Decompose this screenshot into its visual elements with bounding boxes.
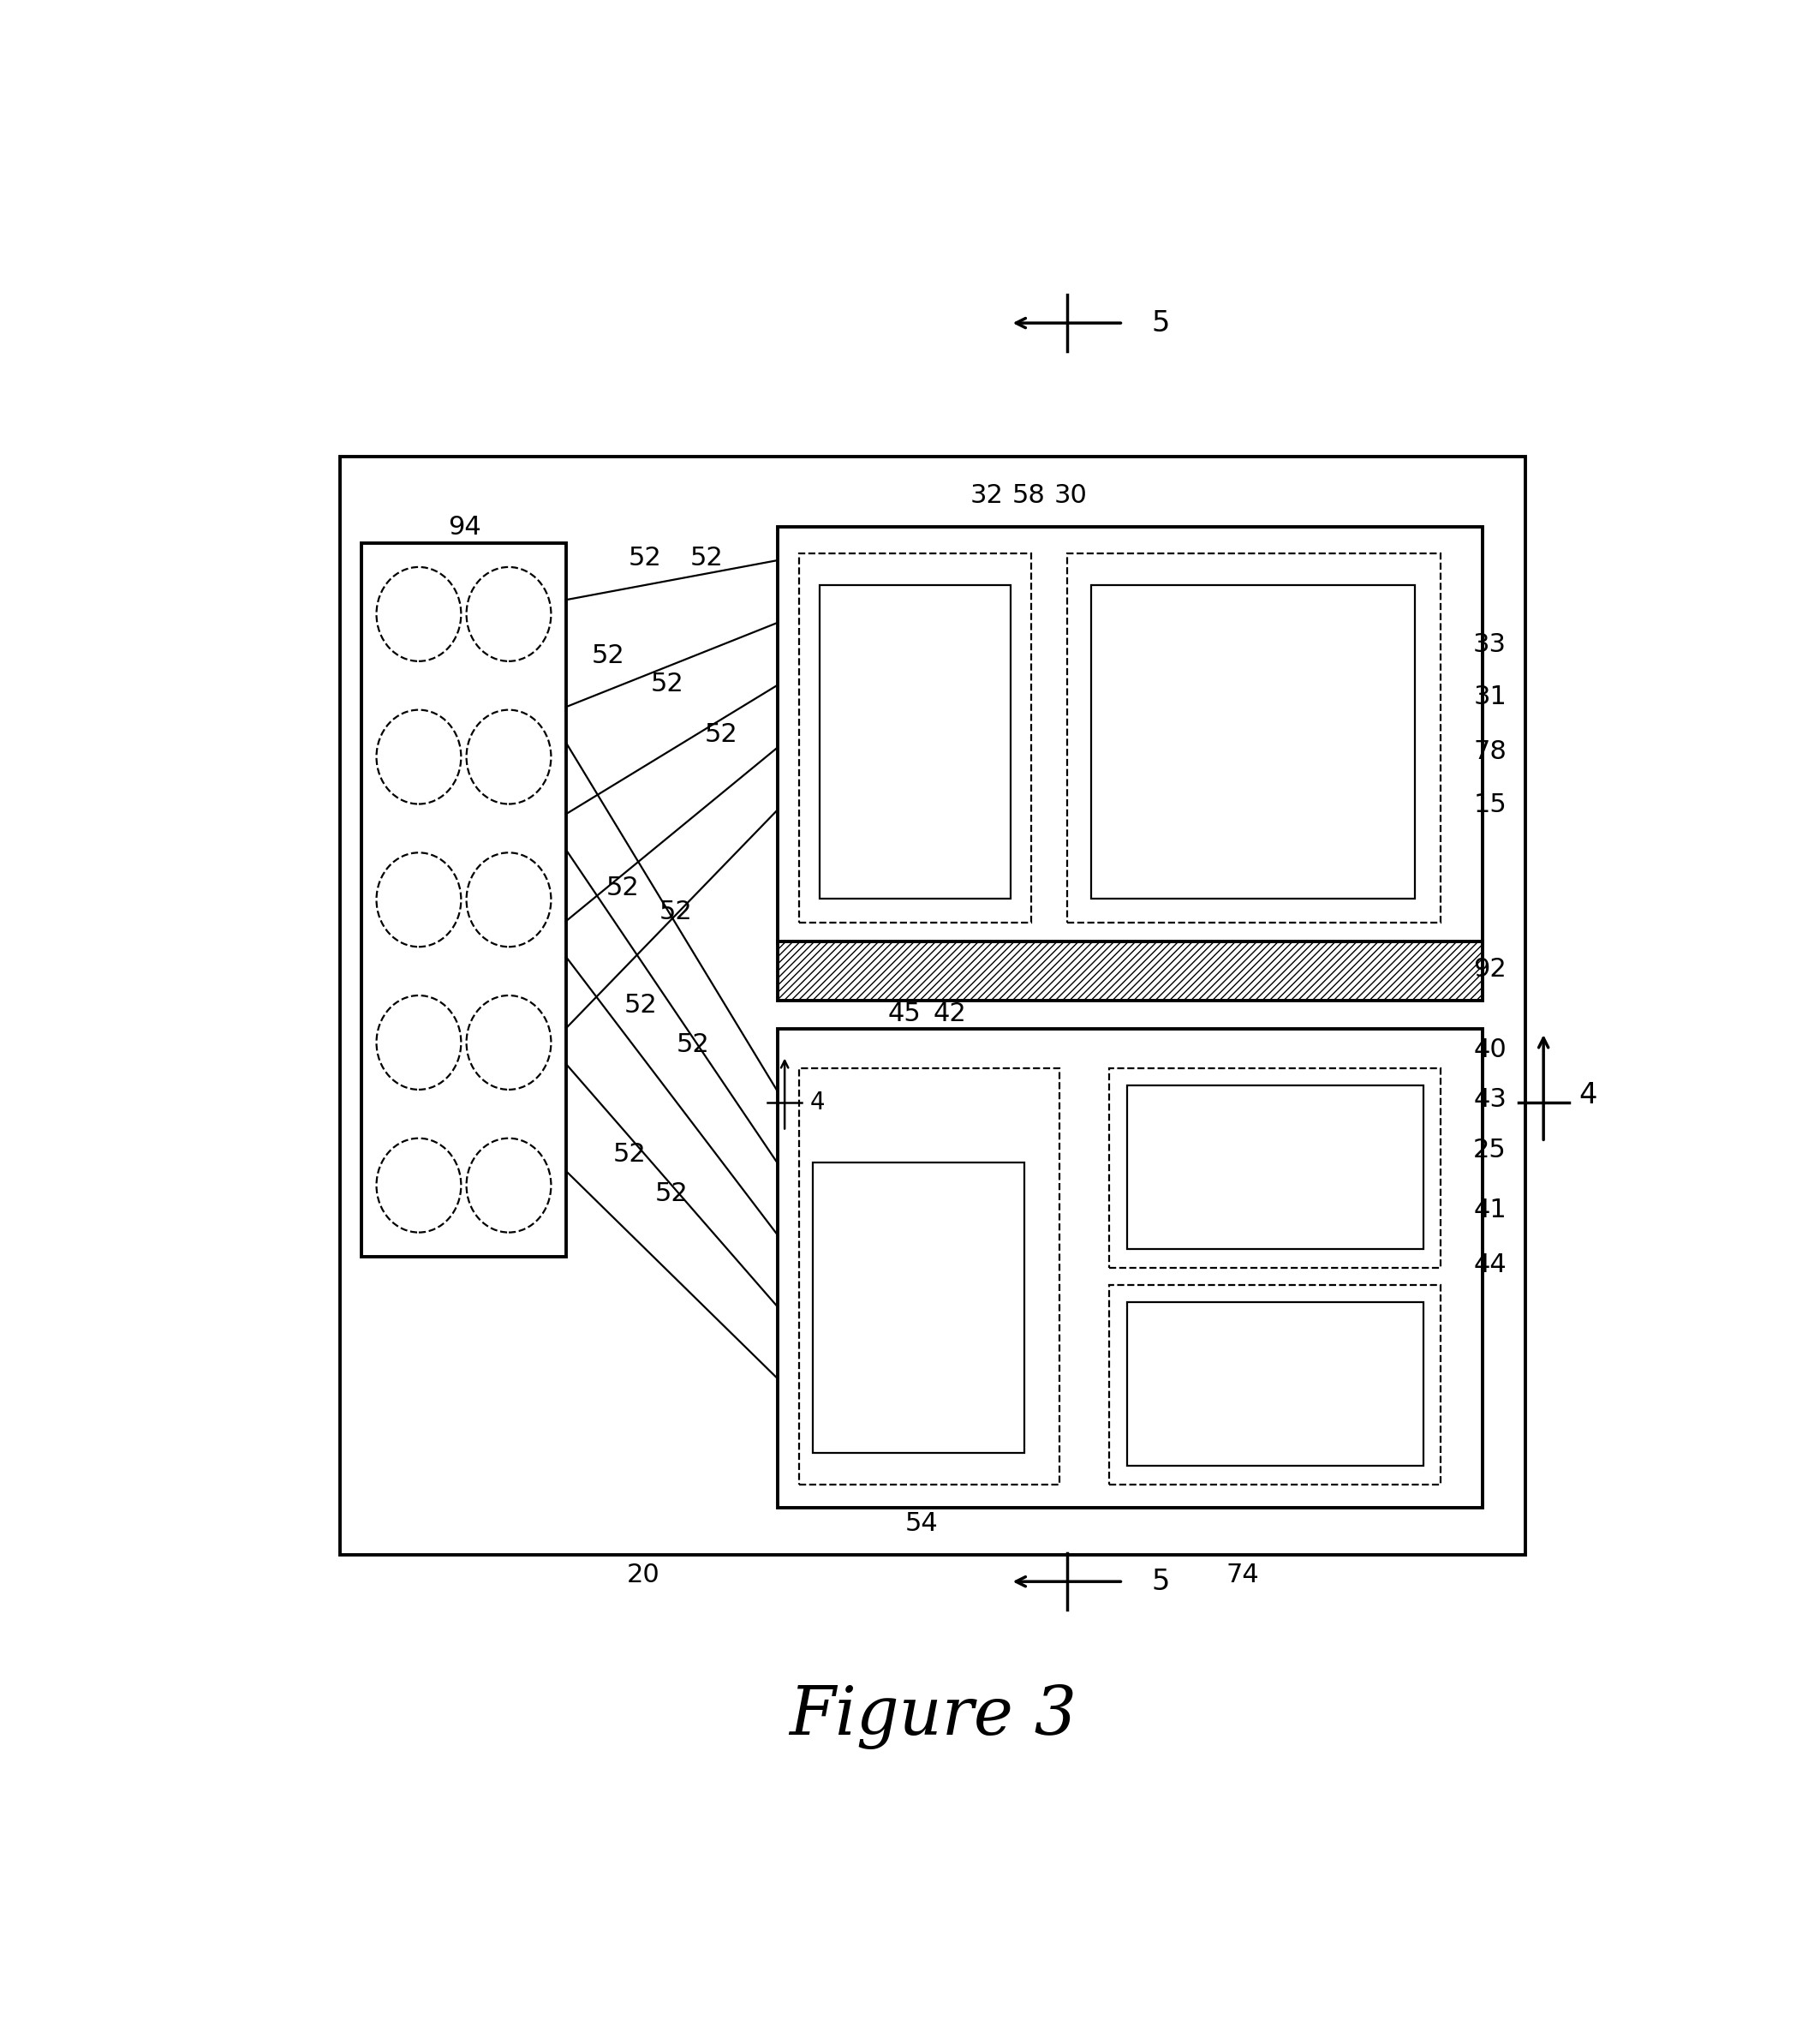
Text: 54: 54 [905,1510,937,1537]
Bar [777,528,1483,944]
Bar [362,542,566,1257]
Text: 33: 33 [1472,632,1507,656]
Text: 52: 52 [628,546,662,571]
Text: 52: 52 [690,546,724,571]
Text: Figure 3: Figure 3 [788,1683,1077,1749]
Text: 25: 25 [1474,1137,1507,1162]
Text: 44: 44 [1474,1251,1507,1278]
Bar [1108,1286,1441,1484]
Bar [1108,1068,1441,1268]
Bar [1127,1086,1423,1249]
Text: 41: 41 [1474,1196,1507,1223]
Bar [819,585,1010,899]
Text: 94: 94 [448,516,480,540]
Text: 78: 78 [1472,740,1507,764]
Text: 45: 45 [888,1001,921,1025]
Bar [799,554,1032,923]
Text: 52: 52 [652,673,684,697]
Text: 52: 52 [677,1033,710,1058]
Text: 74: 74 [1227,1563,1259,1588]
Text: 92: 92 [1474,958,1507,982]
Text: 52: 52 [659,899,693,923]
Bar [1090,585,1416,899]
Text: 52: 52 [704,721,737,746]
Text: 20: 20 [628,1563,661,1588]
Text: 52: 52 [655,1182,688,1206]
Text: 30: 30 [1054,483,1088,507]
Text: 52: 52 [606,876,639,901]
Bar [777,1029,1483,1508]
Text: 40: 40 [1474,1037,1507,1062]
Text: 52: 52 [592,644,624,668]
Text: 42: 42 [934,1001,966,1025]
Bar [799,1068,1059,1484]
Text: 58: 58 [1012,483,1045,507]
Text: 5: 5 [1152,1567,1170,1596]
Text: 32: 32 [970,483,1003,507]
Text: 4: 4 [810,1090,824,1115]
Text: 52: 52 [624,993,657,1019]
Text: 43: 43 [1472,1088,1507,1113]
Text: 4: 4 [1578,1080,1598,1109]
Bar [777,942,1483,1001]
Text: 52: 52 [613,1143,646,1168]
Text: 31: 31 [1472,685,1507,709]
Bar [1067,554,1441,923]
Text: 15: 15 [1474,793,1507,817]
Bar [1127,1302,1423,1465]
Text: 5: 5 [1152,310,1170,336]
Bar [814,1162,1025,1453]
Bar [340,457,1525,1555]
